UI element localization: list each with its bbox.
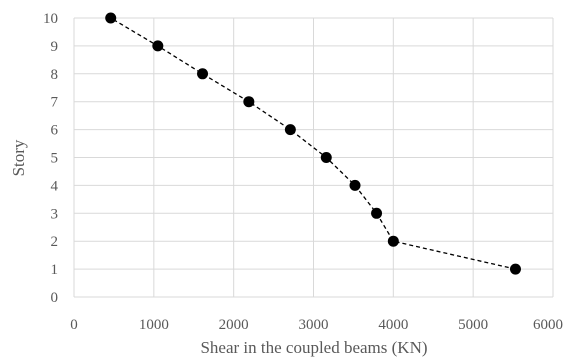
x-tick-label: 0 [70,317,78,333]
data-point [152,40,164,52]
data-point [509,263,521,275]
x-tick-label: 4000 [378,317,408,333]
y-tick-label: 10 [43,11,58,27]
y-tick-label: 9 [51,39,59,55]
x-tick-label: 5000 [458,317,488,333]
y-tick-label: 6 [51,123,59,139]
tick-labels: 0 1 2 3 4 5 6 7 8 9 10 0 1000 2000 3000 4000 5000 6000 [43,11,563,333]
y-tick-label: 4 [51,178,59,194]
data-point [387,235,399,247]
y-tick-label: 7 [51,95,59,111]
x-axis-label: Shear in the coupled beams (KN) [200,338,427,357]
data-point [320,152,332,163]
x-tick-label: 6000 [533,317,563,333]
data-points [105,12,521,275]
y-tick-label: 1 [51,262,59,278]
x-tick-label: 3000 [299,317,329,333]
data-point [197,68,209,80]
data-point [371,207,383,219]
series-line [110,17,516,270]
y-tick-label: 0 [51,290,59,306]
data-point [243,96,255,108]
y-tick-label: 2 [51,234,59,250]
y-tick-label: 5 [51,151,59,167]
y-axis-label: Story [9,139,28,176]
data-point [284,124,296,136]
y-tick-label: 3 [51,206,59,222]
data-point [349,179,361,191]
y-tick-label: 8 [51,67,59,83]
data-point [105,12,117,24]
x-tick-label: 1000 [139,317,169,333]
grid [73,17,554,298]
x-tick-label: 2000 [219,317,249,333]
